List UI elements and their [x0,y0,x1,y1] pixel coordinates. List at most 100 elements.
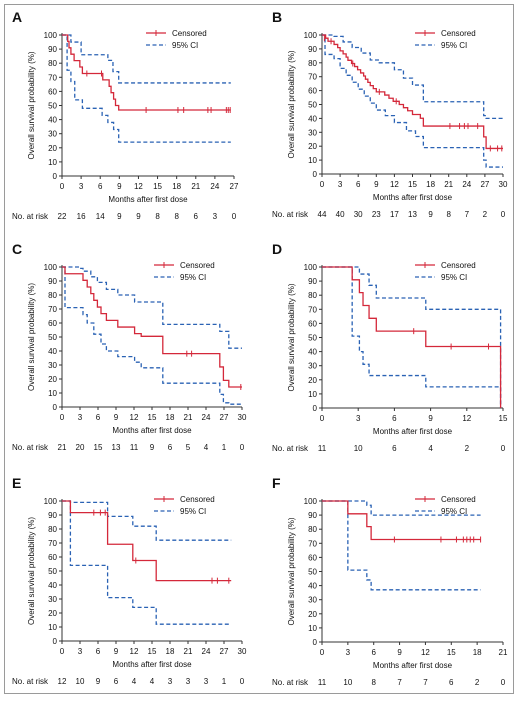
x-tick-label: 3 [78,413,83,422]
x-tick-label: 12 [134,182,143,191]
x-tick-label: 24 [202,413,211,422]
at-risk-count: 0 [232,212,237,221]
ci-lower-line [322,500,481,591]
at-risk-count: 0 [240,443,245,452]
at-risk-count: 4 [132,677,137,686]
x-axis-title: Months after first dose [373,661,453,670]
at-risk-label: No. at risk [12,212,49,221]
at-risk-count: 10 [354,444,363,453]
y-tick-label: 20 [308,610,317,619]
y-axis-title: Overall survival probability (%) [27,517,36,625]
at-risk-count: 0 [501,444,506,453]
x-tick-label: 0 [320,648,325,657]
y-tick-label: 10 [48,158,57,167]
at-risk-count: 14 [96,212,105,221]
y-tick-label: 80 [308,291,317,300]
ci-lower-line [322,34,503,168]
y-tick-label: 60 [308,553,317,562]
x-tick-label: 9 [374,180,379,189]
x-tick-label: 9 [114,413,119,422]
at-risk-count: 3 [186,677,191,686]
survival-line [322,34,503,150]
legend-ci-label: 95% CI [180,507,206,516]
y-tick-label: 60 [308,319,317,328]
x-tick-label: 9 [397,648,402,657]
panel-letter: F [272,475,281,491]
panel-letter: C [12,241,22,257]
at-risk-count: 0 [501,210,506,219]
x-tick-label: 21 [184,413,193,422]
y-tick-label: 0 [313,404,318,413]
y-tick-label: 80 [48,525,57,534]
x-tick-label: 18 [426,180,435,189]
y-tick-label: 90 [308,511,317,520]
y-tick-label: 70 [48,73,57,82]
x-tick-label: 21 [191,182,200,191]
x-tick-label: 30 [238,647,247,656]
y-tick-label: 50 [48,333,57,342]
x-tick-label: 6 [96,413,101,422]
x-tick-label: 12 [130,413,139,422]
figure-frame [4,4,514,694]
x-tick-label: 21 [444,180,453,189]
x-axis-title: Months after first dose [112,660,192,669]
y-tick-label: 40 [308,582,317,591]
y-tick-label: 10 [308,390,317,399]
x-tick-label: 6 [356,180,361,189]
at-risk-count: 7 [465,210,470,219]
y-tick-label: 60 [48,87,57,96]
at-risk-count: 16 [77,212,86,221]
y-tick-label: 70 [308,539,317,548]
at-risk-count: 7 [423,678,428,687]
x-tick-label: 6 [392,414,397,423]
y-tick-label: 100 [44,263,58,272]
y-tick-label: 90 [48,277,57,286]
at-risk-label: No. at risk [272,444,309,453]
y-tick-label: 40 [48,116,57,125]
y-tick-label: 20 [48,375,57,384]
x-tick-label: 15 [153,182,162,191]
ci-lower-line [62,266,242,405]
y-axis-title: Overall survival probability (%) [27,283,36,391]
at-risk-count: 10 [76,677,85,686]
y-tick-label: 10 [48,389,57,398]
x-tick-label: 24 [202,647,211,656]
y-tick-label: 80 [48,291,57,300]
at-risk-count: 11 [318,444,327,453]
at-risk-count: 13 [408,210,417,219]
survival-line [62,266,242,388]
x-tick-label: 0 [60,413,65,422]
at-risk-label: No. at risk [12,677,49,686]
ci-upper-line [322,34,503,120]
panel-letter: B [272,9,282,25]
at-risk-label: No. at risk [272,678,309,687]
y-tick-label: 40 [308,348,317,357]
x-tick-label: 0 [320,414,325,423]
x-tick-label: 12 [462,414,471,423]
at-risk-count: 23 [372,210,381,219]
x-tick-label: 15 [408,180,417,189]
ci-upper-line [322,266,502,408]
y-tick-label: 40 [48,347,57,356]
at-risk-count: 2 [465,444,470,453]
at-risk-count: 9 [150,443,155,452]
x-tick-label: 18 [473,648,482,657]
legend-censored-label: Censored [441,261,476,270]
x-tick-label: 0 [320,180,325,189]
at-risk-count: 22 [58,212,67,221]
x-tick-label: 12 [421,648,430,657]
y-tick-label: 30 [48,361,57,370]
x-tick-label: 21 [184,647,193,656]
panel-letter: E [12,475,21,491]
x-axis-title: Months after first dose [373,193,453,202]
legend-censored-label: Censored [180,495,215,504]
y-tick-label: 50 [48,567,57,576]
at-risk-count: 4 [150,677,155,686]
x-tick-label: 27 [220,647,229,656]
x-tick-label: 6 [371,648,376,657]
y-tick-label: 70 [308,73,317,82]
x-tick-label: 3 [346,648,351,657]
